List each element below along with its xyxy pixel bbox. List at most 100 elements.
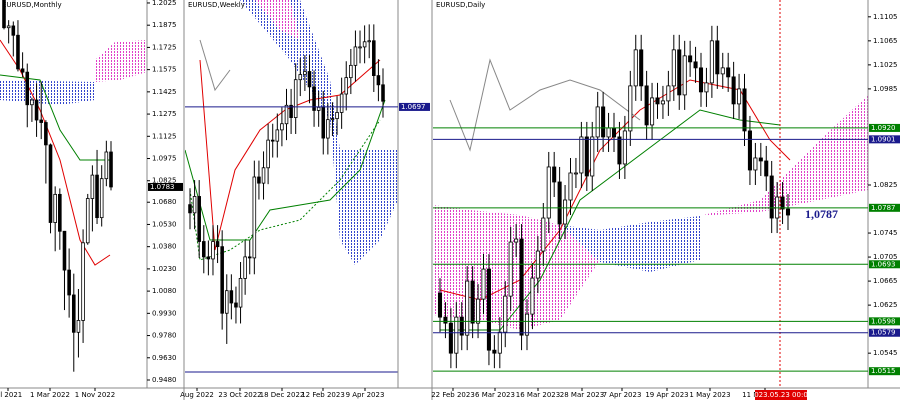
- candle-body: [58, 193, 62, 232]
- candle-body: [358, 46, 362, 49]
- candle-body: [220, 246, 224, 314]
- candle-body: [709, 40, 714, 84]
- tenkan-line: [439, 79, 791, 301]
- candle-body: [243, 256, 247, 279]
- candle-body: [280, 123, 284, 131]
- candle-body: [39, 119, 44, 123]
- cloud: [240, 0, 398, 265]
- candle-body: [481, 268, 486, 300]
- candle-body: [20, 68, 25, 73]
- candle-body: [497, 331, 502, 354]
- chikou-line: [199, 39, 231, 92]
- crosshair-box: [755, 390, 807, 400]
- candle-body: [326, 119, 330, 139]
- tenkan-line: [199, 59, 381, 251]
- candle-body: [660, 100, 665, 105]
- level-box: [399, 102, 430, 111]
- candle-body: [622, 130, 627, 165]
- candle-body: [44, 122, 48, 146]
- candle-body: [524, 313, 530, 336]
- candle-body: [85, 198, 90, 244]
- candle-body: [486, 268, 491, 351]
- candle-body: [197, 196, 201, 242]
- candle-body: [557, 181, 562, 225]
- candle-body: [215, 241, 220, 248]
- candle-body: [16, 34, 20, 70]
- x-tick-label: 23 Oct 2022: [218, 391, 261, 399]
- candle-body: [25, 71, 30, 106]
- candle-body: [715, 40, 720, 75]
- x-tick-label: 6 Mar 2023: [475, 391, 515, 399]
- y-tick-label: 1.1575: [152, 66, 177, 74]
- candle-body: [666, 85, 671, 102]
- candle-body: [109, 151, 113, 188]
- candle-body: [780, 196, 785, 210]
- y-tick-label: 1.1125: [152, 132, 177, 140]
- candle-body: [30, 99, 34, 106]
- candle-body: [682, 55, 687, 96]
- candle-body: [601, 106, 606, 138]
- candle-body: [298, 74, 303, 81]
- candle-body: [720, 67, 725, 75]
- candle-body: [552, 166, 557, 183]
- candle-body: [595, 106, 600, 138]
- level-box: [869, 367, 900, 376]
- candle-body: [747, 130, 752, 171]
- candle-body: [234, 302, 238, 308]
- chikou-line: [449, 58, 641, 152]
- candle-body: [6, 25, 11, 29]
- candle-body: [344, 77, 349, 95]
- y-tick-label: 1.1875: [152, 21, 177, 29]
- candle-body: [655, 97, 660, 105]
- candle-body: [95, 174, 99, 219]
- candle-body: [353, 46, 358, 66]
- price-panel: [2, 0, 113, 372]
- candle-body: [293, 79, 298, 118]
- candle-body: [470, 280, 475, 324]
- candle-body: [266, 139, 270, 169]
- x-tick-label: 18 Dec 2022: [260, 391, 305, 399]
- y-tick-label: 1.0545: [873, 349, 898, 357]
- cloud: [700, 95, 868, 216]
- candle-body: [611, 127, 617, 138]
- candle-body: [53, 193, 57, 223]
- candle-body: [644, 85, 649, 126]
- price-panel: [433, 25, 868, 372]
- y-tick-label: 1.1065: [873, 37, 898, 45]
- candle-body: [349, 64, 353, 79]
- chart-title: EURUSD,Weekly: [188, 1, 245, 9]
- candle-body: [202, 241, 206, 258]
- span-line: [189, 119, 381, 261]
- candle-body: [376, 75, 381, 86]
- candle-body: [590, 136, 595, 177]
- candle-body: [742, 88, 747, 132]
- chart-title: EURUSD,Monthly: [2, 1, 62, 9]
- candle-body: [704, 82, 709, 93]
- y-tick-label: 1.0080: [152, 287, 177, 295]
- y-tick-label: 1.1425: [152, 88, 177, 96]
- candle-body: [284, 104, 289, 125]
- candle-body: [459, 316, 464, 336]
- candle-body: [606, 127, 611, 138]
- candle-body: [671, 49, 676, 87]
- candle-body: [316, 106, 321, 111]
- ichimoku-daily: [433, 0, 868, 388]
- y-tick-label: 1.2025: [152, 0, 177, 7]
- x-tick-label: Aug 2022: [180, 391, 214, 399]
- candle-body: [2, 0, 6, 29]
- candle-body: [90, 174, 95, 199]
- candle-body: [568, 172, 573, 201]
- y-tick-label: 1.0825: [152, 177, 177, 185]
- candle-body: [492, 349, 497, 354]
- candle-body: [192, 196, 197, 214]
- candle-body: [465, 280, 470, 336]
- candle-body: [71, 294, 76, 333]
- candle-body: [238, 278, 243, 308]
- candle-body: [257, 176, 261, 184]
- price-panel: [185, 24, 398, 344]
- level-label: 1.0901: [871, 135, 896, 143]
- y-tick-label: 1.0380: [152, 243, 177, 251]
- candle-body: [339, 93, 344, 113]
